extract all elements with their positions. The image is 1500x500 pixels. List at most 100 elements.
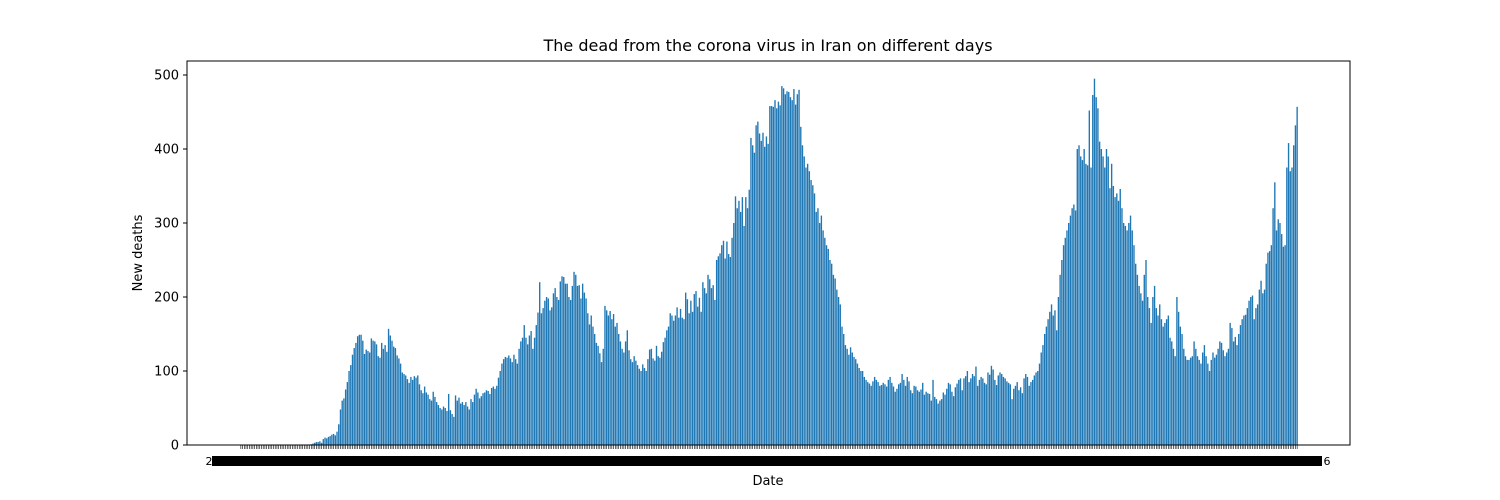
bar-476 <box>1057 297 1060 445</box>
bar-426 <box>971 373 974 445</box>
bar-119 <box>444 408 446 445</box>
bar-498 <box>1095 97 1097 445</box>
bar-224 <box>624 341 627 445</box>
bar-523 <box>1138 285 1140 445</box>
bar-250 <box>669 313 671 445</box>
bar-418 <box>958 379 960 445</box>
bar-530 <box>1150 322 1152 445</box>
bar-324 <box>796 94 799 446</box>
bar-353 <box>846 348 848 445</box>
bar-465 <box>1038 363 1041 445</box>
bar-367 <box>870 385 872 445</box>
bar-90 <box>394 348 397 445</box>
bar-320 <box>789 97 792 445</box>
bar-546 <box>1177 311 1180 445</box>
bar-273 <box>709 279 711 445</box>
bar-297 <box>750 137 752 445</box>
bar-159 <box>513 354 515 445</box>
bar-539 <box>1165 319 1168 445</box>
bar-446 <box>1006 381 1008 445</box>
bar-550 <box>1184 356 1187 445</box>
bar-109 <box>427 394 429 445</box>
bar-87 <box>389 335 391 445</box>
bar-107 <box>423 386 426 445</box>
bar-268 <box>700 311 702 445</box>
bar-559 <box>1200 363 1202 445</box>
bar-100 <box>411 379 414 445</box>
bar-474 <box>1054 310 1056 445</box>
bar-475 <box>1056 330 1058 445</box>
bar-266 <box>697 306 699 445</box>
bar-442 <box>999 372 1001 445</box>
bar-380 <box>892 386 895 445</box>
bar-500 <box>1098 141 1101 445</box>
bar-563 <box>1207 363 1209 445</box>
bar-544 <box>1174 356 1176 445</box>
bar-603 <box>1275 230 1278 445</box>
bar-423 <box>966 371 969 445</box>
bar-496 <box>1092 94 1094 445</box>
bar-218 <box>614 326 616 445</box>
bar-116 <box>439 408 441 445</box>
bar-278 <box>717 256 720 445</box>
bar-139 <box>478 398 481 445</box>
bar-506 <box>1109 188 1111 445</box>
bar-185 <box>557 299 560 445</box>
bar-230 <box>635 360 637 445</box>
bar-153 <box>502 359 505 445</box>
bar-397 <box>922 382 924 445</box>
bar-389 <box>908 381 910 445</box>
bar-316 <box>782 88 785 445</box>
bar-243 <box>657 356 659 445</box>
bar-228 <box>631 362 634 445</box>
bar-135 <box>472 402 474 445</box>
bar-382 <box>896 388 898 445</box>
bar-592 <box>1256 304 1259 445</box>
bar-217 <box>612 314 615 445</box>
bar-194 <box>573 271 575 445</box>
bar-615 <box>1296 106 1298 445</box>
bar-104 <box>418 384 421 445</box>
bar-140 <box>480 396 482 445</box>
bar-529 <box>1148 308 1151 445</box>
bar-372 <box>879 385 881 445</box>
bar-122 <box>449 410 452 445</box>
bar-370 <box>875 379 878 445</box>
bar-556 <box>1195 348 1197 445</box>
bar-517 <box>1128 223 1130 445</box>
bar-558 <box>1198 359 1200 445</box>
bar-219 <box>616 322 618 445</box>
bar-118 <box>442 406 445 445</box>
bar-566 <box>1212 352 1214 445</box>
bar-352 <box>844 345 847 445</box>
bar-186 <box>559 281 561 445</box>
bar-200 <box>583 292 586 445</box>
bar-187 <box>561 276 563 445</box>
bar-112 <box>432 391 434 445</box>
bar-351 <box>843 334 845 445</box>
bar-581 <box>1238 334 1240 445</box>
bar-425 <box>970 378 972 445</box>
bar-120 <box>446 410 448 445</box>
plot-frame <box>186 60 1351 446</box>
bar-606 <box>1281 234 1283 445</box>
bar-265 <box>695 291 697 445</box>
bar-121 <box>447 393 450 445</box>
bar-513 <box>1121 208 1123 445</box>
bar-495 <box>1090 167 1092 445</box>
bar-108 <box>425 392 428 445</box>
bar-537 <box>1162 326 1164 445</box>
bar-329 <box>805 167 807 445</box>
bar-239 <box>650 348 653 445</box>
bar-88 <box>391 340 393 445</box>
bar-216 <box>611 319 613 445</box>
bar-593 <box>1258 289 1261 445</box>
bar-49 <box>324 437 326 445</box>
bar-205 <box>592 326 594 445</box>
bar-291 <box>739 211 742 445</box>
bar-283 <box>726 241 728 445</box>
bar-310 <box>772 106 774 445</box>
bar-549 <box>1183 348 1185 445</box>
bar-303 <box>760 140 762 446</box>
bar-132 <box>466 406 469 445</box>
